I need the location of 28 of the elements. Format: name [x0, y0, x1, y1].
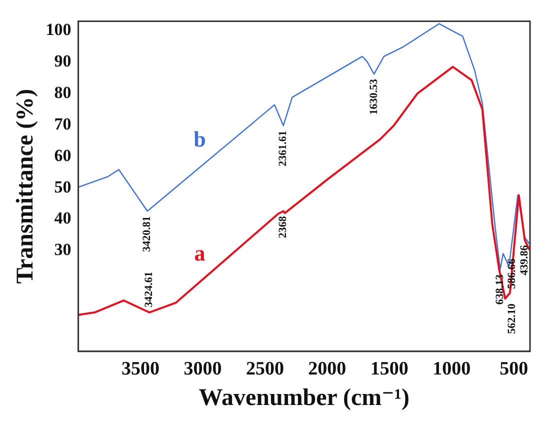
x-axis-title: Wavenumber (cm⁻¹): [198, 384, 410, 411]
y-tick-label: 80: [54, 82, 72, 102]
y-tick-label: 90: [54, 51, 72, 70]
annotation: 638.13: [494, 274, 506, 305]
annotation: 562.10: [506, 303, 518, 334]
y-tick-label: 60: [54, 146, 72, 165]
annotation: 439.86: [518, 244, 531, 276]
x-tick-label: 500: [500, 358, 528, 380]
annotation: 586.66: [506, 258, 518, 289]
x-tick-label: 2500: [246, 358, 284, 380]
x-tick-label: 3500: [122, 358, 160, 380]
y-axis-title: Transmittance (%): [12, 88, 39, 284]
x-tick-label: 2000: [308, 358, 346, 380]
x-tick-label: 3000: [184, 358, 222, 380]
y-tick-label: 70: [54, 114, 72, 134]
x-tick-label: 1000: [432, 358, 471, 380]
y-tick-label: 100: [46, 20, 72, 40]
annotation: 3420.81: [141, 216, 154, 252]
annotation: 3424.61: [143, 272, 156, 308]
series-label: a: [194, 240, 206, 266]
y-tick-label: 50: [54, 177, 72, 196]
y-tick-label: 40: [54, 208, 72, 228]
series-label: b: [194, 126, 206, 152]
annotation: 2361.61: [277, 130, 290, 166]
x-tick-label: 1500: [370, 358, 408, 380]
y-tick-label: 30: [54, 240, 72, 260]
annotation: 1630.53: [368, 78, 380, 115]
annotation: 2368: [277, 216, 290, 238]
